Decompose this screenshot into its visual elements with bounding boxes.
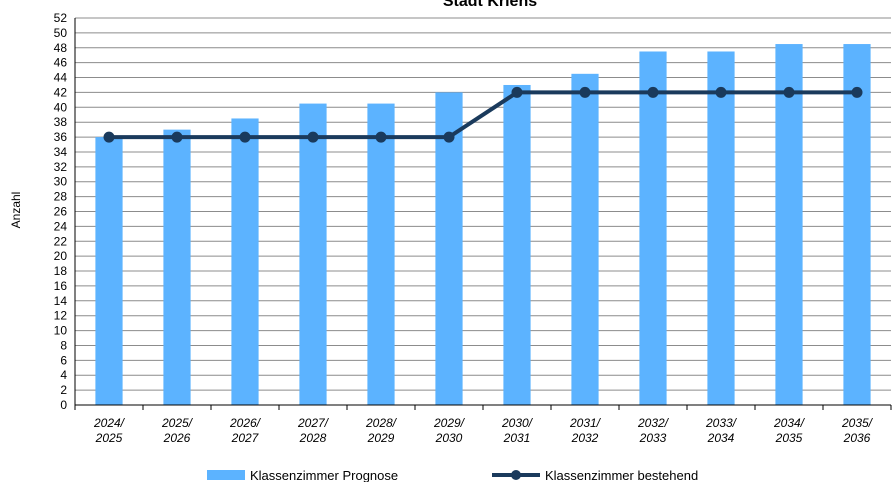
line-point [103,131,115,143]
y-tick-label: 10 [54,324,68,338]
line-point [851,86,863,98]
y-tick-label: 16 [54,279,68,293]
y-tick-label: 34 [54,145,68,159]
line-point [783,86,795,98]
x-tick-label: 2027/2028 [297,416,330,445]
y-tick-label: 8 [60,338,67,352]
y-tick-label: 46 [54,56,68,70]
y-tick-label: 0 [60,398,67,412]
x-tick-labels: 2024/2025 2025/2026 2026/2027 2027/2028 2028… [93,416,874,445]
x-tick-label: 2030/2031 [501,416,534,445]
x-tick-label: 2035/2036 [841,416,874,445]
x-tick-label: 2028/2029 [365,416,398,445]
bar [775,44,803,406]
bar [367,103,395,405]
bar [707,51,735,405]
y-tick-label: 44 [54,71,68,85]
x-tick-label: 2024/2025 [93,416,126,445]
y-tick-label: 22 [54,234,68,248]
bar [843,44,871,406]
line-point [511,86,523,98]
y-tick-label: 18 [54,264,68,278]
axes [74,18,892,410]
y-tick-label: 30 [54,175,68,189]
line-point [715,86,727,98]
y-tick-label: 42 [54,85,68,99]
bar [435,92,463,405]
line-point [579,86,591,98]
y-tick-label: 24 [54,219,68,233]
bar [95,137,123,406]
y-tick-label: 40 [54,100,68,114]
y-tick-label: 2 [60,383,67,397]
legend-swatch-bar [207,470,245,480]
x-tick-label: 2034/2035 [773,416,806,445]
y-tick-label: 20 [54,249,68,263]
y-tick-label: 32 [54,160,68,174]
y-tick-label: 38 [54,115,68,129]
x-tick-label: 2029/2030 [433,416,466,445]
line-point [307,131,319,143]
line-point [443,131,455,143]
chart-title: Stadt Kriens [443,0,537,10]
y-tick-label: 6 [60,353,67,367]
y-tick-label: 4 [60,368,67,382]
y-tick-label: 14 [54,294,68,308]
gridlines [75,17,891,406]
y-tick-labels: 0246810121416182022242628303234363840424… [54,11,68,412]
legend-label-line: Klassenzimmer bestehend [545,468,698,482]
y-tick-label: 48 [54,41,68,55]
bar [299,103,327,405]
y-tick-label: 28 [54,190,68,204]
y-tick-label: 50 [54,26,68,40]
line-point [239,131,251,143]
x-tick-label: 2025/2026 [161,416,194,445]
bar [231,118,259,405]
bar [503,84,531,405]
series-line [109,90,857,140]
bar [571,73,599,405]
x-tick-label: 2026/2027 [229,416,262,445]
x-tick-label: 2033/2034 [705,416,738,445]
line-point [375,131,387,143]
y-tick-label: 36 [54,130,68,144]
y-axis-label: Anzahl [9,192,23,229]
y-tick-label: 52 [54,11,68,25]
y-tick-label: 26 [54,205,68,219]
line-series [103,86,863,143]
bar [163,129,191,405]
line-point [647,86,659,98]
line-point [171,131,183,143]
bar [639,51,667,405]
legend: Klassenzimmer Prognose Klassenzimmer best… [207,468,698,482]
bar-series [95,44,871,406]
y-tick-label: 12 [54,309,68,323]
x-tick-label: 2031/2032 [569,416,602,445]
legend-label-bar: Klassenzimmer Prognose [250,468,398,482]
x-tick-label: 2032/2033 [637,416,670,445]
legend-marker [511,470,521,480]
